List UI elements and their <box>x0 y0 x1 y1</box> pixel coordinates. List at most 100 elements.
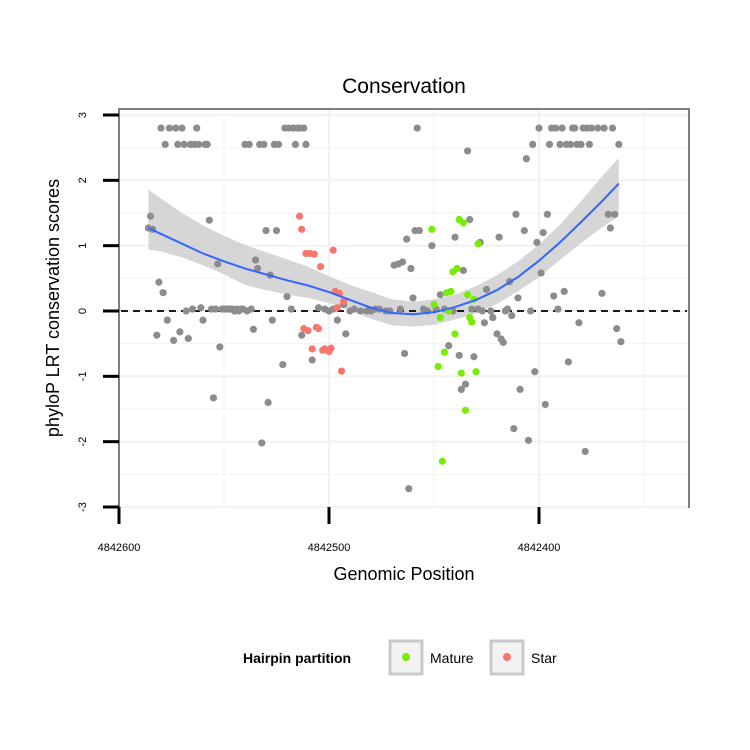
data-point-other <box>585 140 594 148</box>
data-point-other <box>520 227 528 235</box>
data-point-other <box>482 285 491 294</box>
data-point-other <box>554 305 562 313</box>
data-point-other <box>606 224 615 232</box>
data-point-other <box>172 124 180 132</box>
confidence-ribbon <box>148 158 619 327</box>
data-point-other <box>495 233 503 241</box>
data-point-other <box>604 210 612 218</box>
data-point-other <box>564 358 573 366</box>
x-tick-label: 4842500 <box>308 542 351 554</box>
x-axis: 4842600 4842500 4842400 <box>98 507 560 554</box>
data-point-other <box>594 124 602 132</box>
data-point-other <box>279 360 287 369</box>
chart-title: Conservation <box>342 75 466 98</box>
data-point-other <box>199 316 207 324</box>
data-point-other <box>543 210 552 218</box>
data-point-other <box>300 124 308 132</box>
data-point-mature <box>459 219 467 227</box>
data-point-other <box>617 338 625 346</box>
data-point-other <box>613 325 621 333</box>
data-point-other <box>451 233 459 241</box>
data-point-other <box>550 292 558 300</box>
legend-title: Hairpin partition <box>243 650 351 666</box>
data-point-other <box>342 330 350 338</box>
data-point-other <box>251 256 260 264</box>
confidence-ribbon-layer <box>148 158 619 327</box>
data-point-other <box>153 331 161 339</box>
data-point-other <box>487 307 495 315</box>
data-point-other <box>195 140 203 148</box>
data-point-other <box>478 307 486 315</box>
y-tick-label: 3 <box>77 112 89 118</box>
data-point-other <box>535 124 543 132</box>
data-point-other <box>577 140 585 148</box>
y-tick-label: 2 <box>77 177 89 183</box>
data-point-other <box>170 336 178 344</box>
data-point-other <box>283 293 291 301</box>
legend-label-mature: Mature <box>430 650 474 666</box>
y-tick-label: 0 <box>77 308 89 314</box>
data-point-star <box>298 225 306 233</box>
data-point-other <box>409 294 417 302</box>
data-point-other <box>556 140 564 148</box>
data-point-other <box>401 349 409 358</box>
data-point-other <box>405 485 413 493</box>
data-point-mature <box>461 406 470 414</box>
data-point-other <box>587 124 596 132</box>
data-point-other <box>165 124 173 132</box>
data-point-other <box>163 316 171 324</box>
data-point-other <box>298 331 306 339</box>
data-point-other <box>209 394 218 402</box>
data-point-other <box>457 385 465 393</box>
y-tick-label: -3 <box>77 502 89 512</box>
data-point-other <box>268 316 276 324</box>
data-point-star <box>333 304 341 312</box>
data-point-other <box>600 124 608 132</box>
data-point-other <box>155 278 163 286</box>
data-point-other <box>527 307 535 315</box>
data-point-other <box>571 124 579 132</box>
data-point-other <box>197 304 205 312</box>
data-point-other <box>161 140 169 148</box>
data-point-mature <box>464 291 472 299</box>
data-point-other <box>356 307 365 315</box>
data-point-other <box>545 140 554 148</box>
data-point-other <box>247 305 255 313</box>
data-point-mature <box>474 240 482 248</box>
data-point-star <box>317 262 325 271</box>
data-point-other <box>413 124 421 132</box>
data-point-other <box>314 304 323 312</box>
data-point-star <box>308 345 316 353</box>
data-point-other <box>508 311 516 320</box>
data-point-other <box>249 325 257 333</box>
y-tick-label: 1 <box>77 243 89 249</box>
data-point-mature <box>430 300 438 309</box>
data-point-mature <box>451 330 459 338</box>
y-tick-label: -1 <box>77 371 89 381</box>
data-point-other <box>558 124 566 132</box>
x-axis-label: Genomic Position <box>333 564 474 584</box>
data-point-other <box>522 155 531 163</box>
data-point-star <box>314 325 323 333</box>
data-point-other <box>146 212 155 220</box>
data-point-other <box>428 242 436 250</box>
data-point-other <box>510 425 518 433</box>
data-point-other <box>608 124 617 132</box>
data-point-other <box>489 313 497 322</box>
data-point-other <box>350 305 358 313</box>
x-tick-label: 4842600 <box>98 542 141 554</box>
data-point-other <box>184 334 192 343</box>
data-point-other <box>575 319 583 327</box>
data-point-star <box>327 344 335 352</box>
data-point-other <box>445 342 453 350</box>
data-point-other <box>264 398 272 407</box>
data-point-other <box>581 447 589 456</box>
data-point-other <box>537 269 545 277</box>
data-point-other <box>180 140 188 148</box>
data-point-mature <box>428 225 436 233</box>
data-point-other <box>178 124 186 132</box>
data-point-mature <box>468 318 476 326</box>
legend: Hairpin partition Mature Star <box>243 639 557 676</box>
data-point-mature <box>453 264 461 273</box>
